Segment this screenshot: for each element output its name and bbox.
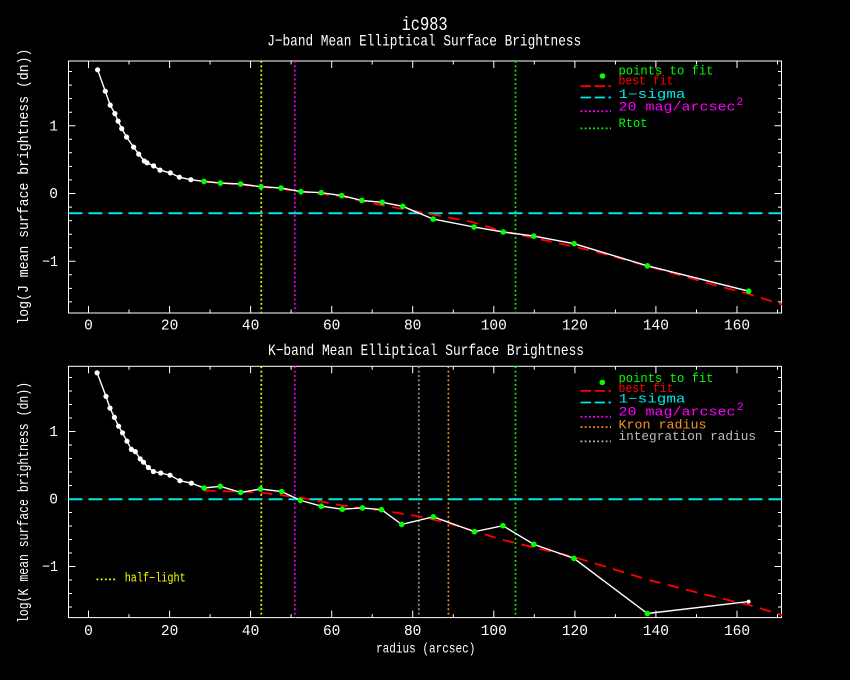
svg-text:points to fit: points to fit [619,372,714,386]
svg-text:2: 2 [737,402,744,414]
svg-text:Kron radius: Kron radius [619,418,707,432]
svg-text:best fit: best fit [619,75,674,89]
svg-text:best fit: best fit [619,382,674,396]
svg-text:radius (arcsec): radius (arcsec) [376,642,476,658]
svg-text:20 mag/arcsec: 20 mag/arcsec [619,406,736,420]
svg-text:2: 2 [737,97,744,109]
svg-text:points to fit: points to fit [619,65,714,79]
svg-text:Rtot: Rtot [619,117,648,131]
svg-text:integration radius: integration radius [619,430,757,444]
svg-text:80: 80 [404,318,421,334]
svg-text:1−sigma: 1−sigma [619,88,687,102]
svg-text:20: 20 [161,318,178,334]
svg-text:ic983: ic983 [402,14,448,36]
svg-text:120: 120 [562,318,588,334]
svg-text:J−band Mean Elliptical Surface: J−band Mean Elliptical Surface Brightnes… [267,33,581,51]
svg-text:160: 160 [724,624,750,640]
svg-text:−1: −1 [42,560,58,576]
svg-text:60: 60 [323,318,340,334]
svg-text:80: 80 [404,624,421,640]
svg-text:60: 60 [323,624,340,640]
svg-text:1: 1 [49,119,58,135]
svg-text:160: 160 [724,318,750,334]
svg-text:log(K mean surface brightness: log(K mean surface brightness (dn)) [16,382,33,623]
svg-text:half−light: half−light [125,572,186,586]
svg-text:0: 0 [84,624,93,640]
svg-text:100: 100 [481,624,507,640]
svg-text:0: 0 [49,187,58,203]
svg-text:1: 1 [49,425,58,441]
svg-text:20: 20 [161,624,178,640]
svg-text:K−band Mean Elliptical Surface: K−band Mean Elliptical Surface Brightnes… [268,342,584,360]
svg-text:40: 40 [242,318,259,334]
svg-text:0: 0 [84,318,93,334]
svg-text:−1: −1 [42,255,58,271]
svg-text:1−sigma: 1−sigma [619,393,687,407]
svg-text:20 mag/arcsec: 20 mag/arcsec [619,100,736,114]
svg-text:120: 120 [562,624,588,640]
svg-text:140: 140 [643,624,669,640]
svg-text:0: 0 [49,493,58,509]
svg-text:140: 140 [643,318,669,334]
svg-text:40: 40 [242,624,259,640]
svg-text:log(J mean surface brightness: log(J mean surface brightness (dn)) [16,49,33,325]
svg-text:100: 100 [481,318,507,334]
